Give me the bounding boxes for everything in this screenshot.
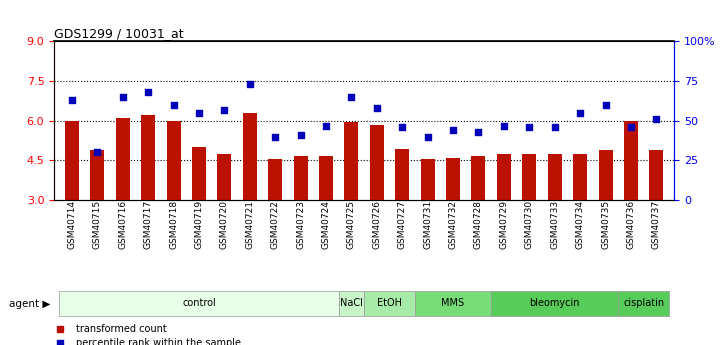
Point	[397, 124, 408, 130]
Point	[66, 97, 78, 103]
Text: GSM40736: GSM40736	[627, 200, 635, 249]
Text: MMS: MMS	[441, 298, 464, 308]
FancyBboxPatch shape	[415, 291, 491, 316]
Text: NaCl: NaCl	[340, 298, 363, 308]
Point	[575, 110, 586, 116]
Bar	[446, 158, 460, 200]
Bar	[268, 159, 282, 200]
Text: GSM40730: GSM40730	[525, 200, 534, 249]
Bar	[243, 113, 257, 200]
Bar	[167, 121, 180, 200]
Point	[345, 94, 357, 100]
Text: GSM40719: GSM40719	[195, 200, 203, 249]
Point	[422, 134, 433, 139]
Point	[600, 102, 611, 108]
Point	[625, 124, 637, 130]
Text: EtOH: EtOH	[377, 298, 402, 308]
Text: control: control	[182, 298, 216, 308]
Point	[320, 123, 332, 128]
FancyBboxPatch shape	[364, 291, 415, 316]
Text: GSM40714: GSM40714	[67, 200, 76, 249]
Bar	[370, 125, 384, 200]
Point	[193, 110, 205, 116]
FancyBboxPatch shape	[339, 291, 364, 316]
Point	[371, 105, 383, 111]
Bar	[497, 154, 511, 200]
Text: GSM40735: GSM40735	[601, 200, 610, 249]
Text: GSM40726: GSM40726	[372, 200, 381, 249]
Text: GSM40718: GSM40718	[169, 200, 178, 249]
Text: GSM40727: GSM40727	[398, 200, 407, 249]
Point	[473, 129, 485, 135]
Point	[218, 107, 230, 112]
Point	[117, 94, 128, 100]
Bar	[472, 156, 485, 200]
Text: GSM40715: GSM40715	[93, 200, 102, 249]
Text: cisplatin: cisplatin	[623, 298, 664, 308]
Bar	[395, 148, 410, 200]
Text: GSM40737: GSM40737	[652, 200, 661, 249]
Point	[523, 124, 535, 130]
Text: transformed count: transformed count	[76, 325, 167, 334]
Bar	[345, 122, 358, 200]
Bar	[598, 150, 613, 200]
Bar	[522, 154, 536, 200]
Bar	[115, 118, 130, 200]
Point	[498, 123, 510, 128]
Text: bleomycin: bleomycin	[529, 298, 580, 308]
FancyBboxPatch shape	[59, 291, 339, 316]
Text: GSM40732: GSM40732	[448, 200, 458, 249]
Point	[142, 89, 154, 95]
Bar	[90, 150, 105, 200]
Text: GSM40729: GSM40729	[500, 200, 508, 249]
Bar	[624, 121, 638, 200]
Text: GSM40731: GSM40731	[423, 200, 432, 249]
Bar	[319, 156, 333, 200]
Text: GSM40723: GSM40723	[296, 200, 305, 249]
Text: GSM40733: GSM40733	[550, 200, 559, 249]
Bar	[548, 154, 562, 200]
Point	[549, 124, 560, 130]
Point	[650, 116, 662, 122]
Text: GSM40725: GSM40725	[347, 200, 356, 249]
Bar	[65, 121, 79, 200]
Bar	[141, 116, 155, 200]
Text: GSM40728: GSM40728	[474, 200, 483, 249]
Text: agent ▶: agent ▶	[9, 299, 50, 308]
Point	[244, 81, 255, 87]
Bar	[650, 150, 663, 200]
Point	[168, 102, 180, 108]
Text: GSM40734: GSM40734	[575, 200, 585, 249]
Bar	[192, 147, 206, 200]
Bar	[420, 159, 435, 200]
Text: GSM40722: GSM40722	[270, 200, 280, 249]
Text: GSM40716: GSM40716	[118, 200, 127, 249]
Text: GDS1299 / 10031_at: GDS1299 / 10031_at	[54, 27, 184, 40]
Point	[92, 150, 103, 155]
Text: GSM40717: GSM40717	[143, 200, 153, 249]
FancyBboxPatch shape	[618, 291, 669, 316]
Point	[270, 134, 281, 139]
Point	[447, 128, 459, 133]
Text: percentile rank within the sample: percentile rank within the sample	[76, 338, 241, 345]
Text: GSM40720: GSM40720	[220, 200, 229, 249]
Bar	[217, 154, 231, 200]
FancyBboxPatch shape	[491, 291, 618, 316]
Text: GSM40721: GSM40721	[245, 200, 255, 249]
Point	[295, 132, 306, 138]
Text: GSM40724: GSM40724	[322, 200, 330, 249]
Bar	[573, 154, 587, 200]
Bar	[293, 156, 308, 200]
